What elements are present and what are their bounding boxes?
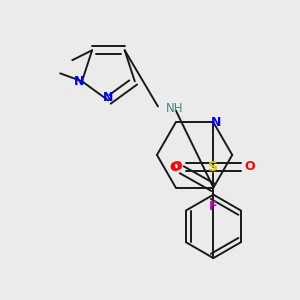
Text: N: N xyxy=(74,75,84,88)
Text: F: F xyxy=(209,200,218,213)
Text: O: O xyxy=(171,160,182,173)
Text: O: O xyxy=(245,160,255,173)
Text: N: N xyxy=(211,116,222,129)
Text: NH: NH xyxy=(166,102,183,115)
Text: O: O xyxy=(169,161,180,174)
Text: N: N xyxy=(103,91,114,104)
Text: S: S xyxy=(208,160,218,174)
